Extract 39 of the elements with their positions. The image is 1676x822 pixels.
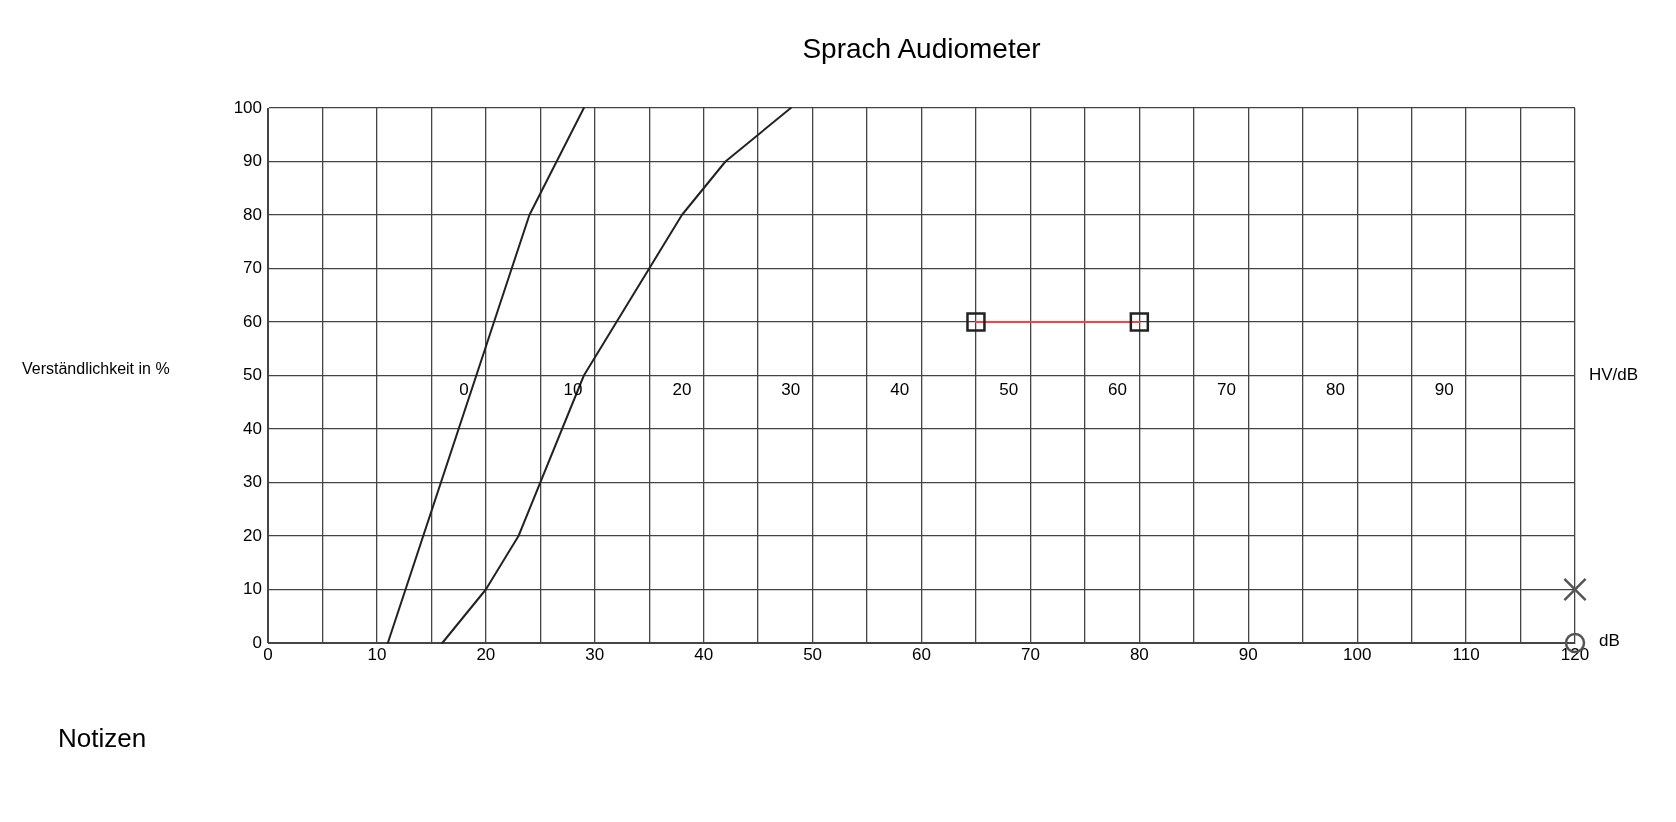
y-tick-label: 30 xyxy=(243,472,262,492)
x-axis-title: dB xyxy=(1599,630,1620,650)
y-tick-label: 10 xyxy=(243,579,262,599)
y-tick-label: 90 xyxy=(243,151,262,171)
x-tick-label: 110 xyxy=(1452,644,1480,664)
x-tick-label: 60 xyxy=(912,644,931,664)
x-tick-label: 20 xyxy=(476,644,496,664)
x-tick-label: 70 xyxy=(1020,644,1040,664)
x-tick-label: 40 xyxy=(694,644,714,664)
x2-axis-title: HV/dB xyxy=(1589,365,1639,385)
x2-tick-label: 0 xyxy=(459,379,469,399)
x-tick-label: 90 xyxy=(1238,644,1258,664)
x2-tick-label: 60 xyxy=(1108,379,1128,399)
point xyxy=(966,312,986,332)
y-axis-title: Verständlichkeit in % xyxy=(22,359,170,377)
y-tick-label: 50 xyxy=(243,365,262,385)
x2-tick-label: 90 xyxy=(1434,379,1454,399)
x2-tick-label: 50 xyxy=(999,379,1019,399)
x2-tick-label: 40 xyxy=(890,379,910,399)
y-tick-label: 100 xyxy=(233,97,262,117)
x-tick-label: 50 xyxy=(803,644,823,664)
point xyxy=(1129,312,1150,332)
y-tick-label: 20 xyxy=(243,525,262,545)
x-tick-label: 80 xyxy=(1129,644,1149,664)
x-tick-label: 120 xyxy=(1560,644,1590,664)
x2-tick-label: 70 xyxy=(1217,379,1236,399)
text: Notizen xyxy=(58,723,147,754)
x2-tick-label: 80 xyxy=(1325,379,1345,399)
y-tick-label: 60 xyxy=(243,311,262,331)
x-tick-label: 100 xyxy=(1342,644,1372,664)
x-tick-label: 30 xyxy=(585,644,605,664)
x-tick-label: 10 xyxy=(367,644,387,664)
point xyxy=(1563,577,1587,602)
y-tick-label: 80 xyxy=(243,204,262,224)
chart-title: Sprach Audiometer xyxy=(802,32,1041,64)
y-tick-label: 40 xyxy=(243,418,262,438)
x2-tick-label: 30 xyxy=(781,379,801,399)
y-tick-label: 70 xyxy=(243,258,262,278)
x2-tick-label: 20 xyxy=(672,379,692,399)
